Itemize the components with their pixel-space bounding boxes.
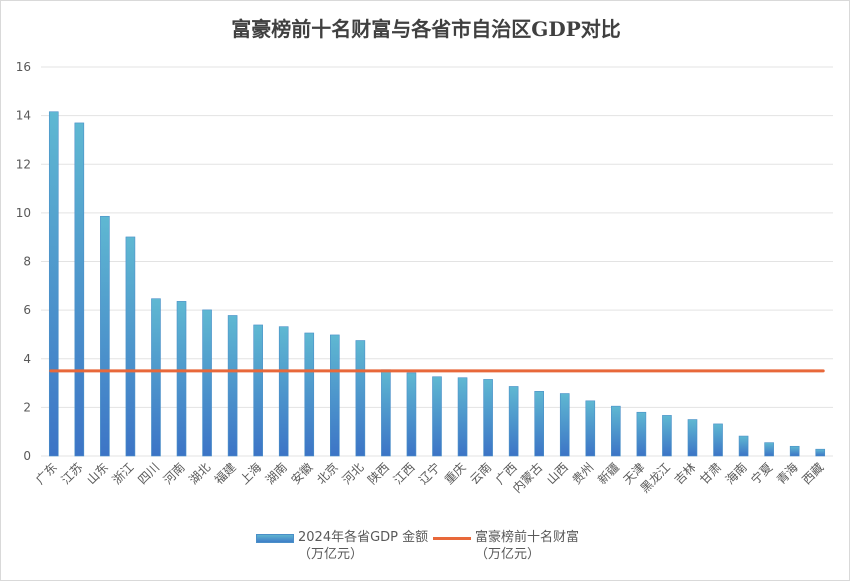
bar-5 bbox=[176, 301, 187, 457]
bar-9 bbox=[278, 326, 289, 457]
legend-label-gdp: 2024年各省GDP 金额 （万亿元） bbox=[298, 529, 428, 563]
bar-10 bbox=[304, 332, 315, 457]
bar-30 bbox=[815, 448, 826, 457]
chart-title: 富豪榜前十名财富与各省市自治区GDP对比 bbox=[231, 17, 621, 41]
x-category-label: 湖北 bbox=[186, 460, 214, 488]
bar-21 bbox=[585, 400, 596, 457]
y-axis-ticks: 0 2 4 6 8 10 12 14 16 bbox=[16, 60, 31, 463]
bar-0 bbox=[48, 111, 59, 457]
bar-17 bbox=[483, 379, 493, 457]
x-category-label: 山西 bbox=[544, 460, 571, 487]
x-category-label: 上海 bbox=[237, 460, 265, 488]
x-category-label: 海南 bbox=[722, 460, 750, 488]
x-category-label: 西藏 bbox=[799, 460, 826, 487]
y-tick-label: 14 bbox=[16, 109, 31, 123]
bar-13 bbox=[381, 369, 391, 457]
bar-4 bbox=[151, 298, 161, 457]
bar-3 bbox=[125, 236, 136, 457]
x-category-label: 安徽 bbox=[288, 460, 316, 488]
x-category-label: 广东 bbox=[33, 460, 60, 487]
legend-label-gdp-line2: （万亿元） bbox=[298, 547, 364, 562]
x-category-label: 重庆 bbox=[442, 460, 469, 487]
bar-23 bbox=[636, 411, 647, 457]
legend-label-gdp-line1: 2024年各省GDP 金额 bbox=[298, 530, 429, 545]
legend-label-wealth-line2: （万亿元） bbox=[475, 547, 541, 562]
y-tick-label: 6 bbox=[23, 303, 31, 317]
x-category-label: 江苏 bbox=[59, 460, 86, 487]
x-category-label: 吉林 bbox=[672, 460, 699, 487]
x-category-label: 江西 bbox=[391, 460, 418, 487]
bar-24 bbox=[662, 415, 672, 457]
x-category-label: 河南 bbox=[160, 460, 188, 488]
x-category-label: 青海 bbox=[773, 460, 801, 488]
x-category-label: 山东 bbox=[84, 460, 111, 487]
bar-19 bbox=[534, 391, 544, 457]
x-category-label: 内蒙古 bbox=[509, 460, 545, 496]
x-category-label: 宁夏 bbox=[748, 460, 776, 488]
bar-16 bbox=[457, 377, 468, 457]
x-category-label: 贵州 bbox=[570, 460, 597, 487]
bar-28 bbox=[764, 442, 774, 457]
bar-15 bbox=[432, 376, 442, 457]
bar-18 bbox=[508, 386, 519, 457]
x-axis-labels: 广东江苏山东浙江四川河南湖北福建上海湖南安徽北京河北陕西江西辽宁重庆云南广西内蒙… bbox=[33, 460, 826, 496]
bar-6 bbox=[202, 309, 212, 457]
bar-12 bbox=[355, 340, 366, 457]
x-category-label: 甘肃 bbox=[697, 460, 724, 487]
bar-20 bbox=[559, 393, 570, 457]
y-tick-label: 2 bbox=[23, 400, 31, 414]
x-category-label: 黑龙江 bbox=[638, 460, 673, 495]
bar-14 bbox=[406, 372, 417, 457]
x-category-label: 河北 bbox=[340, 460, 367, 487]
x-category-label: 云南 bbox=[467, 460, 495, 488]
bar-26 bbox=[713, 423, 723, 457]
legend-swatch-wealth bbox=[433, 537, 471, 540]
x-category-label: 陕西 bbox=[364, 460, 392, 488]
x-category-label: 浙江 bbox=[110, 460, 137, 487]
bars bbox=[48, 111, 826, 457]
bar-1 bbox=[74, 122, 85, 457]
chart-plot: 0 2 4 6 8 10 12 14 16 广东江苏山东浙江四川河南湖北福建上海湖南安徽北京河北… bbox=[16, 60, 833, 496]
bar-8 bbox=[253, 324, 263, 457]
bar-11 bbox=[330, 334, 340, 457]
x-category-label: 福建 bbox=[211, 460, 239, 488]
legend-item-wealth: 富豪榜前十名财富 （万亿元） bbox=[433, 529, 579, 563]
bar-27 bbox=[738, 435, 749, 457]
bar-2 bbox=[100, 215, 110, 457]
bar-29 bbox=[789, 445, 800, 457]
bar-7 bbox=[227, 315, 238, 457]
y-tick-label: 8 bbox=[23, 255, 31, 269]
x-category-label: 四川 bbox=[135, 460, 162, 487]
y-tick-label: 4 bbox=[23, 352, 31, 366]
legend-swatch-gdp bbox=[256, 534, 294, 543]
x-category-label: 北京 bbox=[314, 460, 341, 487]
legend-label-wealth: 富豪榜前十名财富 （万亿元） bbox=[475, 529, 579, 563]
bar-25 bbox=[687, 419, 698, 457]
legend-label-wealth-line1: 富豪榜前十名财富 bbox=[475, 530, 580, 545]
y-tick-label: 10 bbox=[16, 206, 31, 220]
y-tick-label: 12 bbox=[16, 157, 31, 171]
x-category-label: 湖南 bbox=[262, 460, 290, 488]
y-tick-label: 0 bbox=[23, 449, 31, 463]
y-tick-label: 16 bbox=[16, 60, 31, 74]
x-category-label: 辽宁 bbox=[416, 460, 444, 488]
legend: 2024年各省GDP 金额 （万亿元） 富豪榜前十名财富 （万亿元） bbox=[1, 529, 850, 569]
bar-22 bbox=[611, 405, 621, 457]
x-category-label: 新疆 bbox=[594, 460, 622, 488]
legend-item-gdp: 2024年各省GDP 金额 （万亿元） bbox=[256, 529, 428, 563]
